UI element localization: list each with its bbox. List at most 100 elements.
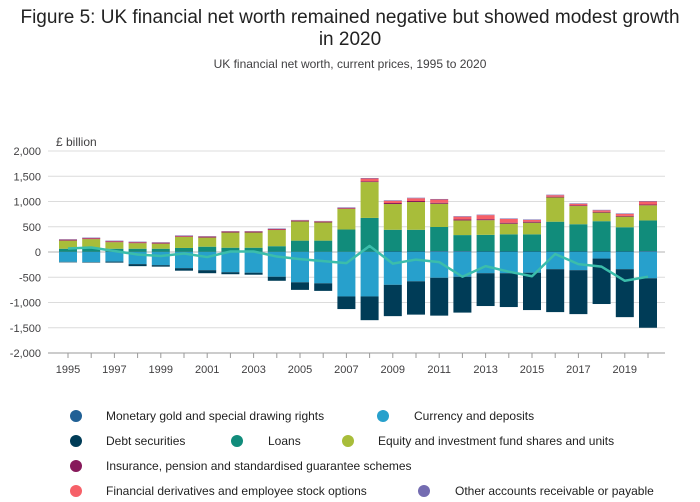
bar-segment [639,200,657,202]
bar-segment [569,205,588,207]
bar-segment [291,252,309,283]
bar-segment [383,203,402,205]
bar-segment [82,248,101,252]
bar-segment [360,181,379,183]
bar-segment [383,229,402,252]
bar-segment [151,248,170,252]
bar-segment [198,236,217,238]
bar-segment [476,214,495,216]
legend-label-debt: Debt securities [106,434,186,448]
y-axis-label: £ billion [56,135,97,149]
bar-segment [151,243,170,249]
bar-segment [615,251,634,252]
bar-segment [151,242,170,244]
bar-segment [546,221,565,252]
bar-segment [128,242,147,244]
bar-segment [430,202,449,204]
bar-segment [546,196,565,198]
bar-segment [592,210,611,212]
bar-segment [360,296,379,321]
bar-segment [476,251,495,252]
bar-segment [407,202,425,230]
legend-label-insurance: Insurance, pension and standardised guar… [106,459,412,473]
bar-segment [221,232,240,248]
bar-segment [244,272,263,275]
bar-segment [175,236,193,237]
y-tick-label: 1,000 [13,197,41,209]
bar-segment [314,221,333,222]
bar-segment [82,262,101,263]
bar-segment [615,215,634,217]
bar-segment [430,251,449,252]
bar-segment [314,222,333,241]
bar-segment [592,252,611,259]
bar-segment [360,182,379,218]
bar-segment [453,235,472,252]
bar-segment [639,201,657,205]
bar-segment [128,242,147,243]
bar-segment [546,251,565,252]
bar-segment [221,231,240,233]
bar-segment [128,251,147,253]
legend-swatch-other-accounts [418,485,430,497]
legend-label-equity: Equity and investment fund shares and un… [378,434,615,448]
x-tick-label: 2001 [195,364,219,376]
bar-segment [476,234,495,252]
bar-segment [499,222,518,224]
y-tick-label: -1,500 [10,323,41,335]
bar-segment [267,228,286,230]
bar-segment [383,200,402,204]
bar-segment [523,219,541,222]
bar-segment [337,207,356,209]
bar-segment [639,205,657,221]
bar-segment [291,220,309,222]
bar-segment [175,235,193,236]
x-tick-label: 2005 [288,364,312,376]
bar-segment [476,273,495,307]
bar-segment [337,251,356,253]
bar-segment [639,251,657,252]
x-tick-label: 2013 [473,364,497,376]
bar-segment [198,251,217,253]
bar-segment [244,231,263,233]
bar-segment [383,252,402,285]
bar-segment [105,240,124,242]
bar-segment [615,227,634,252]
bar-segment [198,270,217,274]
bar-segment [267,276,286,281]
bar-segment [523,252,541,273]
bar-segment [59,239,77,241]
legend-swatch-insurance [70,460,82,472]
x-tick-label: 1997 [102,364,126,376]
bar-segment [430,203,449,228]
bar-segment [267,230,286,247]
bar-segment [221,272,240,275]
bar-segment [314,251,333,253]
bar-segment [291,219,309,221]
net-worth-line [67,244,649,283]
bar-segment [82,238,101,240]
bar-segment [337,296,356,310]
bar-segment [175,251,193,253]
legend-label-loans: Loans [268,434,301,448]
bar-segment [221,231,240,232]
bar-segment [639,252,657,279]
bar-segment [639,278,657,328]
bar-segment [244,231,263,233]
bar-segment [639,204,657,206]
bar-segment [453,216,472,220]
bar-segment [244,252,263,273]
bar-segment [546,197,565,222]
bar-segment [499,234,518,252]
bar-segment [453,220,472,236]
bar-segment [59,240,77,249]
x-tick-label: 2017 [566,364,590,376]
bar-segment [407,229,425,252]
y-tick-label: 500 [23,222,41,234]
bar-segment [314,220,333,222]
bar-segment [592,209,611,211]
bar-segment [615,216,634,228]
bar-segment [59,252,77,262]
bar-segment [267,251,286,253]
